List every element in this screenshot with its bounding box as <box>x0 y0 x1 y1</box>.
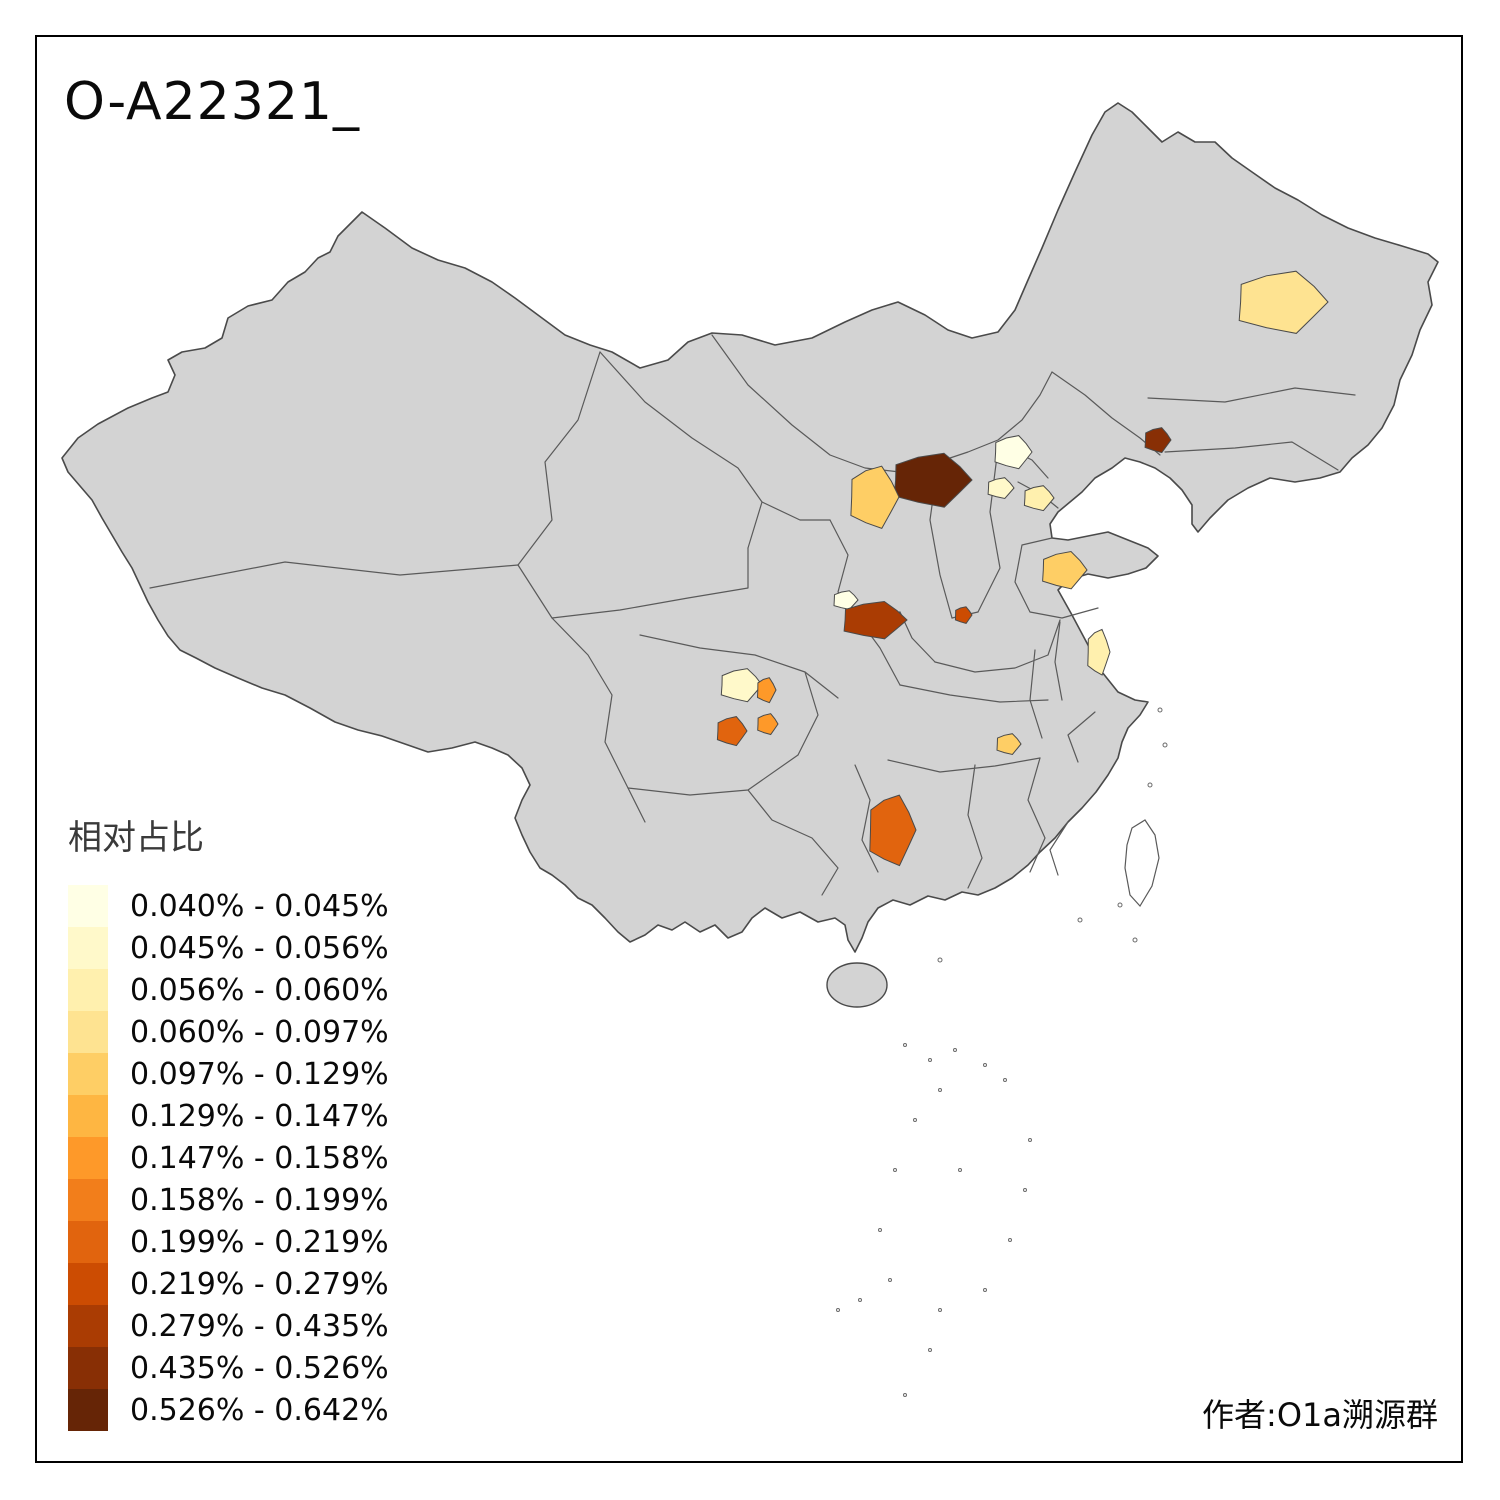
map-region <box>994 435 1033 470</box>
legend-item: 0.147% - 0.158% <box>68 1137 389 1179</box>
legend-label: 0.060% - 0.097% <box>130 1014 389 1050</box>
legend-label: 0.129% - 0.147% <box>130 1098 389 1134</box>
map-region <box>1023 485 1055 512</box>
map-region <box>1144 427 1172 454</box>
legend-swatch <box>68 1347 108 1389</box>
legend-swatch <box>68 1305 108 1347</box>
legend-swatch <box>68 1263 108 1305</box>
map-region <box>996 733 1022 756</box>
legend-swatch <box>68 927 108 969</box>
legend-label: 0.097% - 0.129% <box>130 1056 389 1092</box>
legend-item: 0.219% - 0.279% <box>68 1263 389 1305</box>
legend-item: 0.158% - 0.199% <box>68 1179 389 1221</box>
attribution: 作者:O1a溯源群 <box>1202 1396 1438 1434</box>
map-region <box>756 677 777 704</box>
legend-swatch <box>68 1137 108 1179</box>
legend-item: 0.279% - 0.435% <box>68 1305 389 1347</box>
legend-swatch <box>68 1221 108 1263</box>
taiwan-island <box>1124 819 1160 908</box>
legend-label: 0.526% - 0.642% <box>130 1392 389 1428</box>
legend-label: 0.435% - 0.526% <box>130 1350 389 1386</box>
legend-label: 0.056% - 0.060% <box>130 972 389 1008</box>
legend-swatch <box>68 1053 108 1095</box>
legend-swatch <box>68 1389 108 1431</box>
legend-swatch <box>68 1095 108 1137</box>
legend-swatch <box>68 885 108 927</box>
map-region <box>1087 628 1111 676</box>
legend-item: 0.435% - 0.526% <box>68 1347 389 1389</box>
legend-label: 0.158% - 0.199% <box>130 1182 389 1218</box>
legend-swatch <box>68 969 108 1011</box>
legend-label: 0.279% - 0.435% <box>130 1308 389 1344</box>
map-region <box>954 606 973 624</box>
legend-item: 0.060% - 0.097% <box>68 1011 389 1053</box>
legend-title: 相对占比 <box>68 818 204 858</box>
map-region <box>1238 270 1329 334</box>
legend-item: 0.199% - 0.219% <box>68 1221 389 1263</box>
map-region <box>720 668 763 703</box>
map-region <box>893 452 973 508</box>
map-region <box>869 794 917 867</box>
map-region <box>1042 550 1088 590</box>
map-region <box>850 465 900 530</box>
legend-label: 0.040% - 0.045% <box>130 888 389 924</box>
legend-item: 0.526% - 0.642% <box>68 1389 389 1431</box>
legend-swatch <box>68 1011 108 1053</box>
hainan-island <box>826 962 888 1008</box>
legend-label: 0.045% - 0.056% <box>130 930 389 966</box>
map-region <box>757 713 779 736</box>
map-region <box>987 477 1015 500</box>
legend-label: 0.219% - 0.279% <box>130 1266 389 1302</box>
legend-rows: 0.040% - 0.045% 0.045% - 0.056% 0.056% - 0… <box>68 885 389 1431</box>
legend-swatch <box>68 1179 108 1221</box>
legend-label: 0.199% - 0.219% <box>130 1224 389 1260</box>
colored-regions <box>716 270 1329 867</box>
page-title: O-A22321_ <box>64 72 360 132</box>
legend-item: 0.040% - 0.045% <box>68 885 389 927</box>
legend-item: 0.056% - 0.060% <box>68 969 389 1011</box>
legend-label: 0.147% - 0.158% <box>130 1140 389 1176</box>
south-china-sea-islands <box>836 707 1168 1397</box>
map-region <box>716 716 748 747</box>
legend-item: 0.045% - 0.056% <box>68 927 389 969</box>
legend-item: 0.129% - 0.147% <box>68 1095 389 1137</box>
legend: 相对占比 0.040% - 0.045% 0.045% - 0.056% 0.056… <box>68 810 389 1431</box>
map-region <box>843 600 908 640</box>
legend-item: 0.097% - 0.129% <box>68 1053 389 1095</box>
